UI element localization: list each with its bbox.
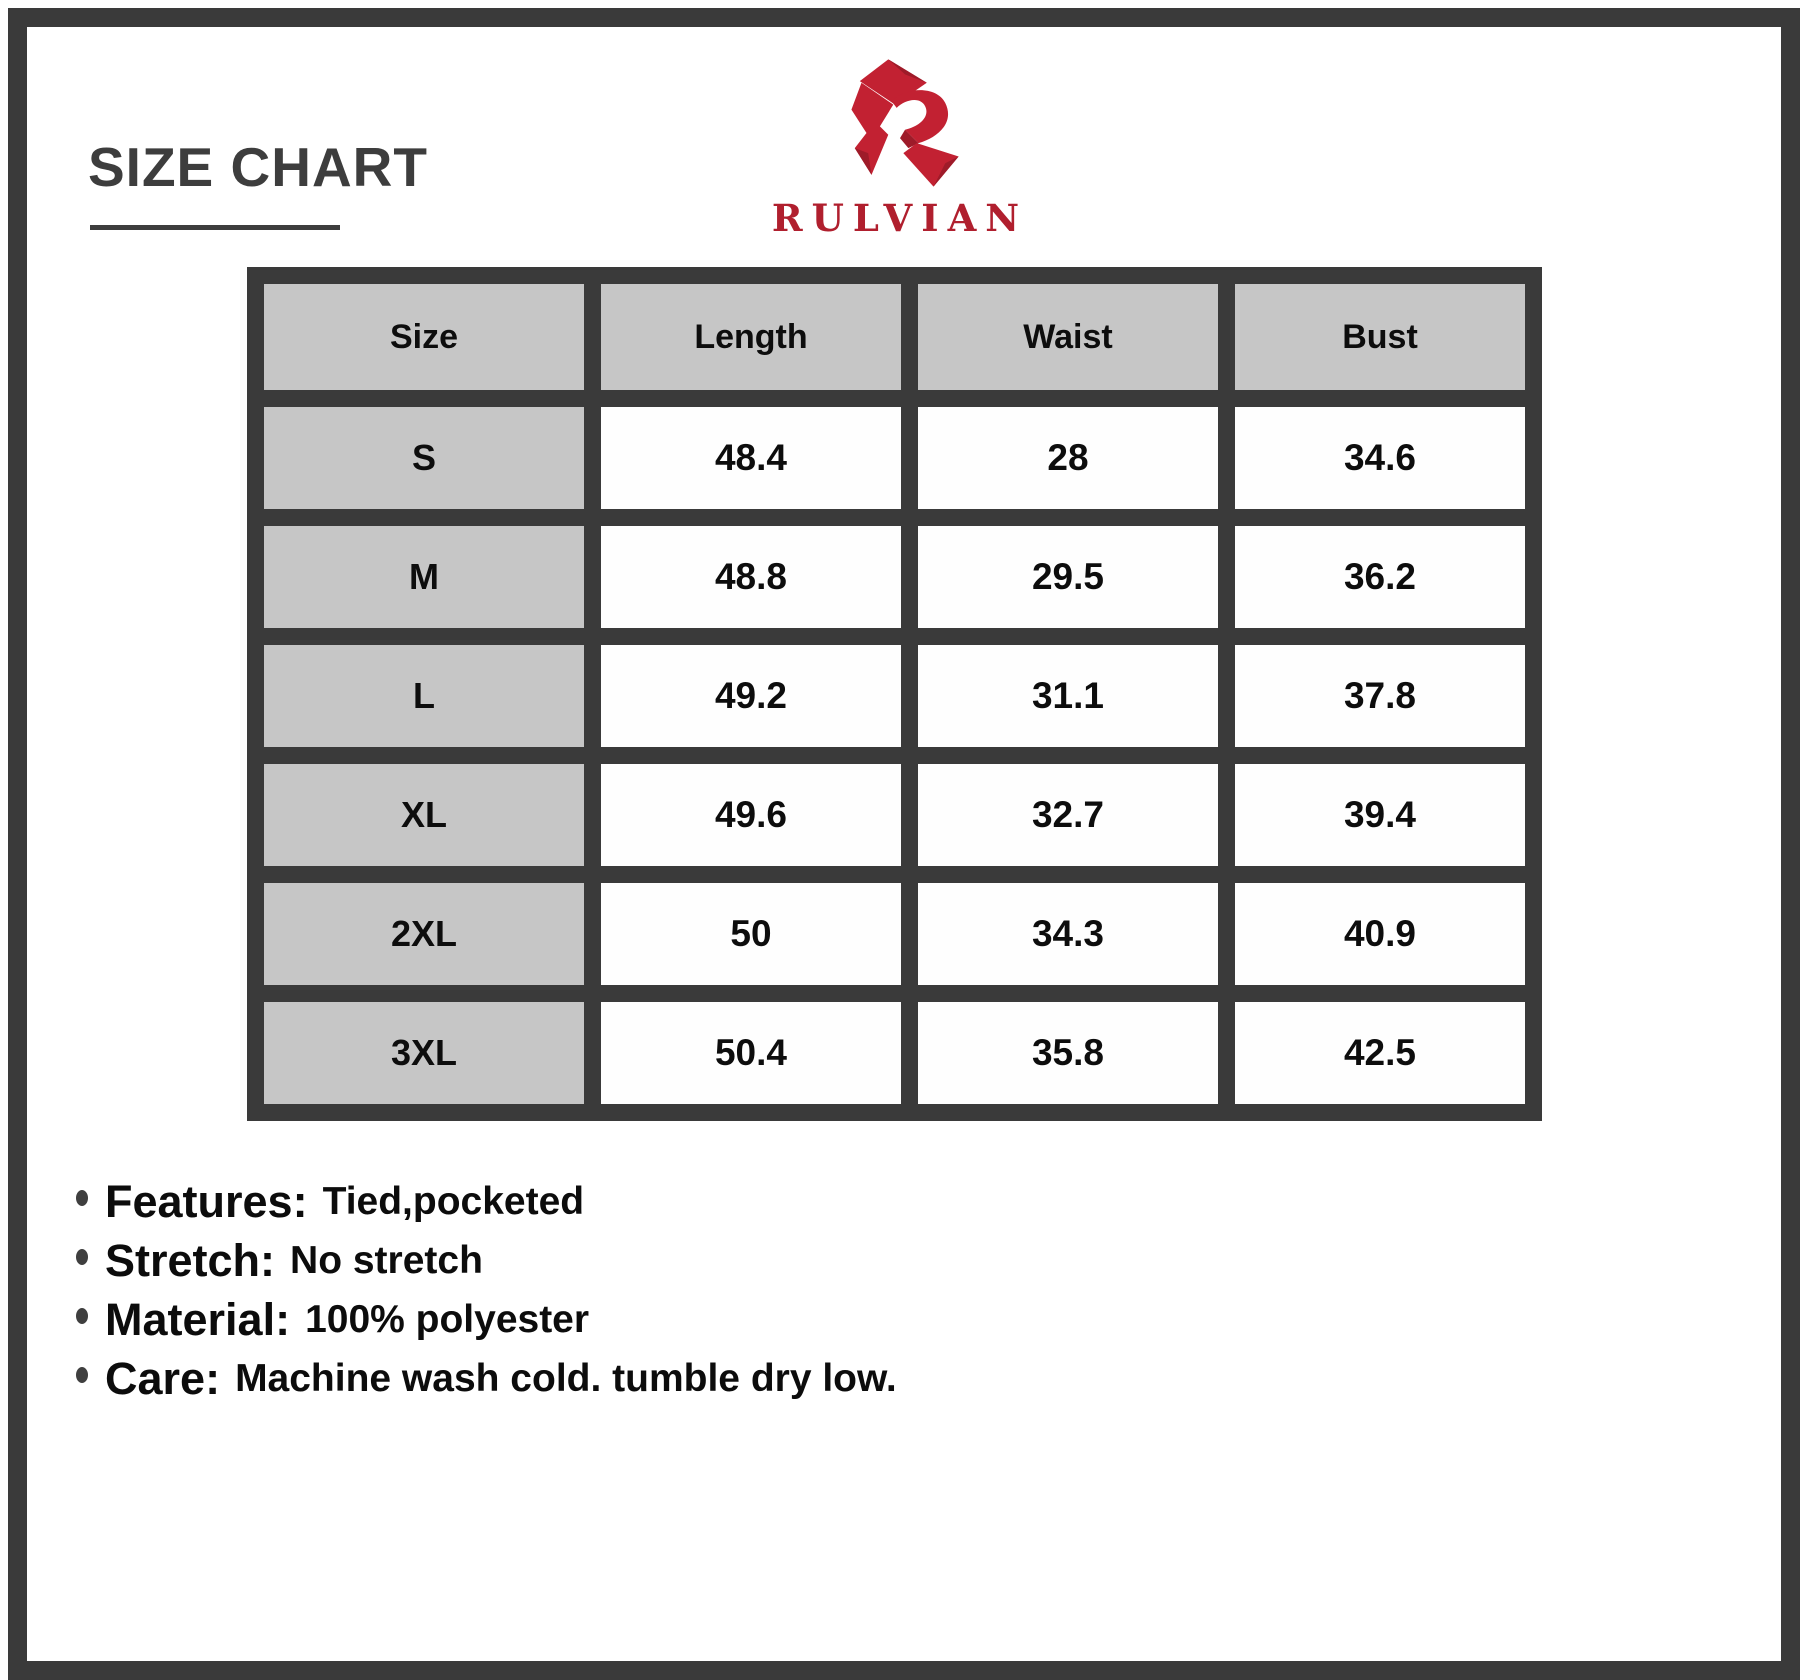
column-header-length: Length: [601, 284, 901, 390]
page-border: [8, 8, 1800, 1680]
table-row: 3XL 50.4 35.8 42.5: [264, 1002, 1525, 1104]
list-item-stretch: Stretch: No stretch: [76, 1235, 897, 1285]
measurement-cell: 34.3: [918, 883, 1218, 985]
bullet-icon: [76, 1308, 88, 1324]
measurement-cell: 35.8: [918, 1002, 1218, 1104]
detail-value: 100% polyester: [305, 1297, 590, 1341]
detail-value: No stretch: [290, 1238, 483, 1282]
size-row-label: 2XL: [264, 883, 584, 985]
size-chart-table: Size Length Waist Bust S 48.4 28 34.6 M …: [247, 267, 1542, 1121]
detail-label: Material:: [105, 1293, 291, 1345]
measurement-cell: 31.1: [918, 645, 1218, 747]
column-header-bust: Bust: [1235, 284, 1525, 390]
list-item-material: Material: 100% polyester: [76, 1294, 897, 1344]
page-title: SIZE CHART: [88, 136, 428, 198]
table-row: S 48.4 28 34.6: [264, 407, 1525, 509]
measurement-cell: 50: [601, 883, 901, 985]
brand-logo-icon: [851, 59, 959, 187]
measurement-cell: 42.5: [1235, 1002, 1525, 1104]
bullet-icon: [76, 1249, 88, 1265]
list-item-features: Features: Tied,pocketed: [76, 1176, 897, 1226]
bullet-icon: [76, 1190, 88, 1206]
table-row: XL 49.6 32.7 39.4: [264, 764, 1525, 866]
measurement-cell: 50.4: [601, 1002, 901, 1104]
measurement-cell: 48.4: [601, 407, 901, 509]
size-row-label: XL: [264, 764, 584, 866]
measurement-cell: 40.9: [1235, 883, 1525, 985]
measurement-cell: 48.8: [601, 526, 901, 628]
measurement-cell: 32.7: [918, 764, 1218, 866]
measurement-cell: 49.6: [601, 764, 901, 866]
measurement-cell: 37.8: [1235, 645, 1525, 747]
column-header-size: Size: [264, 284, 584, 390]
size-row-label: S: [264, 407, 584, 509]
detail-label: Stretch:: [105, 1234, 276, 1286]
measurement-cell: 39.4: [1235, 764, 1525, 866]
measurement-cell: 36.2: [1235, 526, 1525, 628]
list-item-care: Care: Machine wash cold. tumble dry low.: [76, 1353, 897, 1403]
detail-label: Features:: [105, 1175, 308, 1227]
table-header-row: Size Length Waist Bust: [264, 284, 1525, 390]
brand-name: RULVIAN: [771, 196, 1029, 240]
brand-block: RULVIAN: [700, 52, 1100, 237]
size-row-label: L: [264, 645, 584, 747]
size-row-label: 3XL: [264, 1002, 584, 1104]
measurement-cell: 29.5: [918, 526, 1218, 628]
table-row: L 49.2 31.1 37.8: [264, 645, 1525, 747]
detail-label: Care:: [105, 1352, 221, 1404]
product-details-list: Features: Tied,pocketed Stretch: No stre…: [76, 1176, 897, 1412]
bullet-icon: [76, 1367, 88, 1383]
measurement-cell: 49.2: [601, 645, 901, 747]
size-row-label: M: [264, 526, 584, 628]
table-row: M 48.8 29.5 36.2: [264, 526, 1525, 628]
title-underline: [90, 225, 340, 230]
measurement-cell: 34.6: [1235, 407, 1525, 509]
detail-value: Tied,pocketed: [322, 1179, 585, 1223]
table-row: 2XL 50 34.3 40.9: [264, 883, 1525, 985]
detail-value: Machine wash cold. tumble dry low.: [235, 1356, 897, 1400]
measurement-cell: 28: [918, 407, 1218, 509]
column-header-waist: Waist: [918, 284, 1218, 390]
